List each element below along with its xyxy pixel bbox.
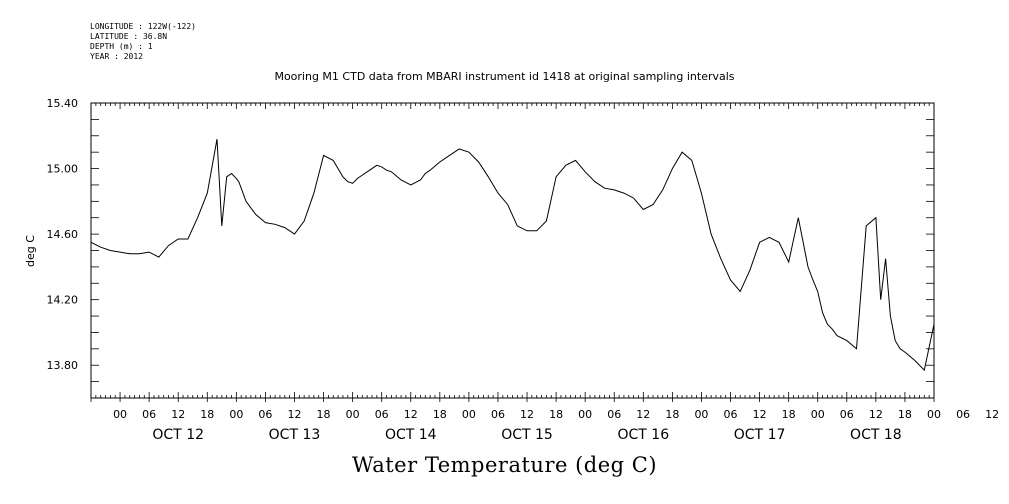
x-hour-label: 00 (113, 408, 127, 421)
x-hour-label: 06 (491, 408, 505, 421)
x-day-label: OCT 15 (501, 427, 553, 443)
x-hour-label: 06 (258, 408, 272, 421)
x-hour-label: 12 (869, 408, 883, 421)
x-hour-label: 12 (753, 408, 767, 421)
y-tick-label: 15.00 (47, 163, 79, 176)
x-day-label: OCT 12 (152, 427, 204, 443)
x-day-label: OCT 14 (385, 427, 437, 443)
longitude-label: LONGITUDE : 122W(-122) (90, 22, 196, 31)
y-tick-label: 14.20 (47, 294, 79, 307)
x-hour-label: 18 (317, 408, 331, 421)
x-hour-label: 00 (694, 408, 708, 421)
y-axis-label: deg C (24, 235, 37, 267)
x-hour-label: 12 (520, 408, 534, 421)
metadata-block: LONGITUDE : 122W(-122) LATITUDE : 36.8N … (90, 22, 196, 62)
x-hour-label: 00 (927, 408, 941, 421)
x-day-label: OCT 13 (269, 427, 321, 443)
chart-caption: Water Temperature (deg C) (351, 453, 658, 477)
x-hour-label: 18 (665, 408, 679, 421)
x-hour-label: 12 (985, 408, 999, 421)
x-hour-label: 06 (840, 408, 854, 421)
x-day-label: OCT 16 (617, 427, 669, 443)
latitude-label: LATITUDE : 36.8N (90, 32, 168, 41)
x-hour-label: 00 (229, 408, 243, 421)
x-hour-label: 12 (171, 408, 185, 421)
x-hour-label: 00 (578, 408, 592, 421)
y-tick-label: 15.40 (47, 97, 79, 110)
x-hour-label: 06 (607, 408, 621, 421)
x-hour-label: 18 (782, 408, 796, 421)
x-hour-label: 00 (811, 408, 825, 421)
x-hour-label: 12 (636, 408, 650, 421)
x-hour-label: 06 (375, 408, 389, 421)
x-hour-label: 18 (200, 408, 214, 421)
x-hour-label: 18 (549, 408, 563, 421)
depth-label: DEPTH (m) : 1 (90, 42, 153, 51)
x-hour-label: 18 (898, 408, 912, 421)
x-hour-label: 12 (404, 408, 418, 421)
x-hour-label: 06 (956, 408, 970, 421)
y-tick-label: 13.80 (47, 359, 79, 372)
x-hour-label: 12 (287, 408, 301, 421)
x-hour-label: 06 (142, 408, 156, 421)
x-hour-label: 18 (433, 408, 447, 421)
x-hour-label: 06 (724, 408, 738, 421)
series-line-0 (90, 139, 935, 372)
y-tick-label: 14.60 (47, 228, 79, 241)
chart-title: Mooring M1 CTD data from MBARI instrumen… (274, 70, 735, 83)
x-day-label: OCT 17 (734, 427, 786, 443)
x-hour-label: 00 (462, 408, 476, 421)
x-hour-label: 00 (346, 408, 360, 421)
x-day-label: OCT 18 (850, 427, 902, 443)
year-label: YEAR : 2012 (90, 52, 143, 61)
